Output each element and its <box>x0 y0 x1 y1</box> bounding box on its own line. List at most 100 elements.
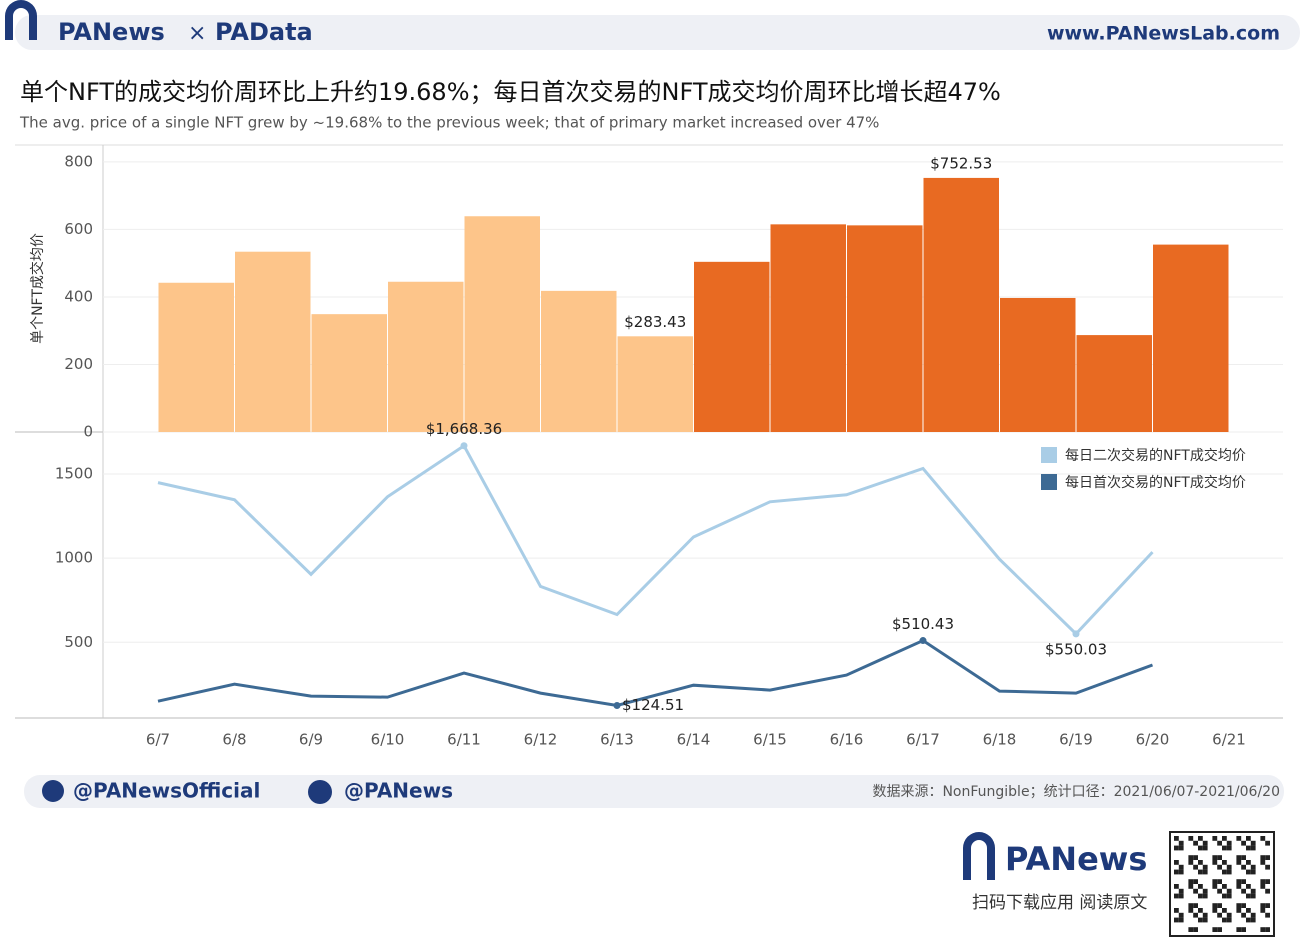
qr-cell <box>1193 864 1198 870</box>
value-label: $124.51 <box>622 696 684 714</box>
legend-swatch <box>1041 474 1057 490</box>
qr-cell <box>1241 903 1246 908</box>
header-url: www.PANewsLab.com <box>1047 23 1280 45</box>
bar <box>311 314 387 432</box>
qr-cell <box>1202 840 1208 846</box>
x-tick-label: 6/21 <box>1212 731 1246 749</box>
brand-times: × <box>188 21 206 46</box>
qr-cell <box>1246 908 1251 913</box>
qr-cell <box>1222 860 1227 865</box>
title: 单个NFT的成交均价周环比上升约19.68%；每日首次交易的NFT成交均价周环比… <box>20 78 1001 106</box>
bar <box>388 281 464 432</box>
bar <box>847 225 923 432</box>
qr-cell <box>1246 836 1251 841</box>
brand-left: PANews <box>58 18 165 46</box>
qr-cell <box>1178 893 1184 899</box>
qr-cell <box>1250 869 1256 875</box>
logo-icon <box>963 832 995 880</box>
bar <box>235 251 311 432</box>
qr-cell <box>1212 927 1218 932</box>
qr-cell <box>1202 888 1208 894</box>
qr-cell <box>1226 845 1232 851</box>
x-tick-label: 6/7 <box>146 731 170 749</box>
legend-label: 每日二次交易的NFT成交均价 <box>1065 447 1246 464</box>
qr-cell <box>1246 884 1251 889</box>
qr-cell <box>1198 893 1203 899</box>
qr-cell <box>1188 860 1194 865</box>
qr-cell <box>1250 845 1256 851</box>
qr-cell <box>1217 879 1222 884</box>
qr-cell <box>1174 860 1179 865</box>
qr-cell <box>1226 893 1232 899</box>
qr-cell <box>1178 845 1184 851</box>
x-tick-label: 6/12 <box>524 731 558 749</box>
qr-cell <box>1198 845 1203 851</box>
qr-cell <box>1178 869 1184 875</box>
qr-cell <box>1217 855 1222 860</box>
qr-cell <box>1246 893 1251 899</box>
x-tick-label: 6/20 <box>1136 731 1170 749</box>
value-label: $550.03 <box>1045 640 1107 658</box>
qr-cell <box>1222 869 1227 875</box>
weibo-icon <box>308 780 332 804</box>
x-tick-label: 6/8 <box>222 731 246 749</box>
qr-cell <box>1174 917 1179 923</box>
qr-cell <box>1241 912 1246 918</box>
y-tick-label: 800 <box>64 152 93 170</box>
qr-cell <box>1174 836 1179 841</box>
qr-cell <box>1188 836 1194 841</box>
qr-cell <box>1250 864 1256 870</box>
qr-cell <box>1178 864 1184 870</box>
qr-cell <box>1265 879 1270 884</box>
qr-cell <box>1188 879 1194 884</box>
qr-cell <box>1193 855 1198 860</box>
qr-cell <box>1202 845 1208 851</box>
y-tick-label: 1500 <box>55 465 93 483</box>
qr-cell <box>1212 884 1218 889</box>
qr-cell <box>1246 917 1251 923</box>
qr-cell <box>1222 908 1227 913</box>
qr-cell <box>1174 893 1179 899</box>
line <box>157 443 1154 637</box>
footer-weibo: @PANews <box>344 779 453 803</box>
qr-cell <box>1241 888 1246 894</box>
qr-cell <box>1193 927 1198 932</box>
qr-cell <box>1178 917 1184 923</box>
x-tick-label: 6/18 <box>983 731 1017 749</box>
qr-cell <box>1250 917 1256 923</box>
qr-cell <box>1241 840 1246 846</box>
x-tick-label: 6/11 <box>447 731 481 749</box>
point <box>919 637 927 645</box>
qr-cell <box>1236 884 1242 889</box>
x-tick-label: 6/19 <box>1059 731 1093 749</box>
qr-cell <box>1250 912 1256 918</box>
qr-cell <box>1174 845 1179 851</box>
qr-cell <box>1222 884 1227 889</box>
qr-cell <box>1265 840 1270 846</box>
qr-cell <box>1188 884 1194 889</box>
qr-cell <box>1212 836 1218 841</box>
qr-cell <box>1193 912 1198 918</box>
y-tick-label: 1000 <box>55 549 93 567</box>
x-tick-label: 6/14 <box>677 731 711 749</box>
qr-cell <box>1236 860 1242 865</box>
qr-cell <box>1250 893 1256 899</box>
qr-cell <box>1222 893 1227 899</box>
qr-cell <box>1265 903 1270 908</box>
qr-cell <box>1265 927 1270 932</box>
qr-cell <box>1174 908 1179 913</box>
value-label: $752.53 <box>930 154 992 172</box>
footer-logo: PANews <box>1005 840 1147 878</box>
qr-cell <box>1188 908 1194 913</box>
line <box>157 638 1154 707</box>
qr-cell <box>1198 836 1203 841</box>
y-tick-label: 0 <box>83 423 93 441</box>
qr-cell <box>1226 840 1232 846</box>
qr-cell <box>1222 836 1227 841</box>
qr-cell <box>1174 884 1179 889</box>
bar <box>158 282 234 432</box>
qr-cell <box>1226 912 1232 918</box>
qr-cell <box>1236 927 1242 932</box>
bar <box>1000 297 1076 432</box>
